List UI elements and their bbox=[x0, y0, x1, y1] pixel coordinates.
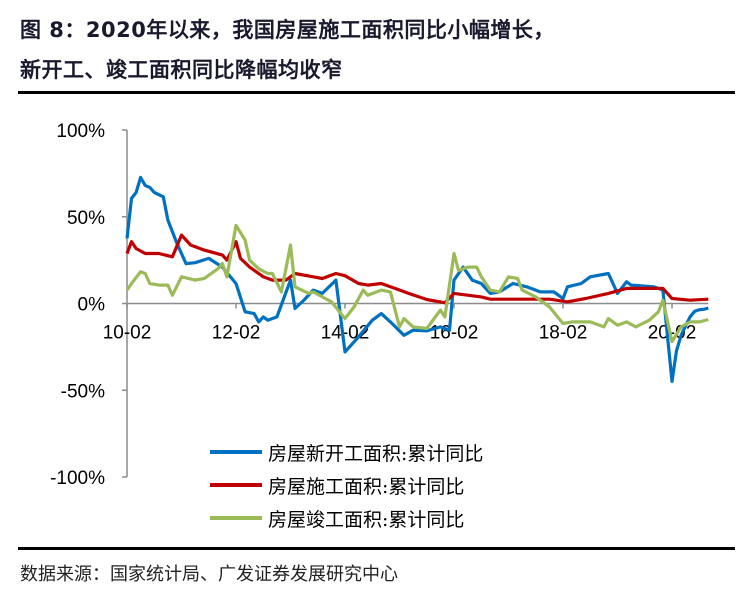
x-tick-label: 10-02 bbox=[103, 323, 152, 344]
series-line-new-starts bbox=[125, 175, 709, 383]
series-line-completed bbox=[125, 223, 709, 344]
y-tick-label: 0% bbox=[78, 295, 106, 316]
legend-item-completed: 房屋竣工面积:累计同比 bbox=[210, 506, 465, 531]
x-tick-label: 18-02 bbox=[539, 323, 588, 344]
legend-swatch-blue bbox=[210, 450, 262, 454]
source-divider bbox=[18, 547, 735, 550]
x-tick-label: 16-02 bbox=[430, 323, 479, 344]
axes: 100%50%0%-50%-100%10-02 12-02 14-02 16-02 18… bbox=[50, 121, 709, 489]
y-tick-label: 50% bbox=[67, 208, 105, 229]
legend-item-new-starts: 房屋新开工面积:累计同比 bbox=[210, 440, 484, 465]
y-tick-label: 100% bbox=[56, 121, 105, 142]
data-source: 数据来源：国家统计局、广发证券发展研究中心 bbox=[20, 564, 398, 585]
legend-swatch-red bbox=[210, 483, 262, 487]
legend-swatch-green bbox=[210, 516, 262, 520]
legend-item-under-construction: 房屋施工面积:累计同比 bbox=[210, 473, 465, 498]
chart-title-line-2: 新开工、竣工面积同比降幅均收窄 bbox=[20, 58, 343, 82]
x-tick-label: 12-02 bbox=[212, 323, 261, 344]
legend-label: 房屋施工面积:累计同比 bbox=[268, 475, 465, 498]
legend-label: 房屋竣工面积:累计同比 bbox=[268, 508, 465, 531]
series-lines bbox=[125, 175, 709, 383]
title-divider bbox=[18, 91, 735, 94]
chart-title-line-1: 图 8：2020年以来，我国房屋施工面积同比小幅增长， bbox=[20, 18, 555, 42]
series-line-under-construction bbox=[125, 233, 709, 305]
legend-label: 房屋新开工面积:累计同比 bbox=[268, 442, 484, 465]
y-tick-label: -100% bbox=[50, 468, 105, 489]
y-tick-label: -50% bbox=[61, 381, 105, 402]
